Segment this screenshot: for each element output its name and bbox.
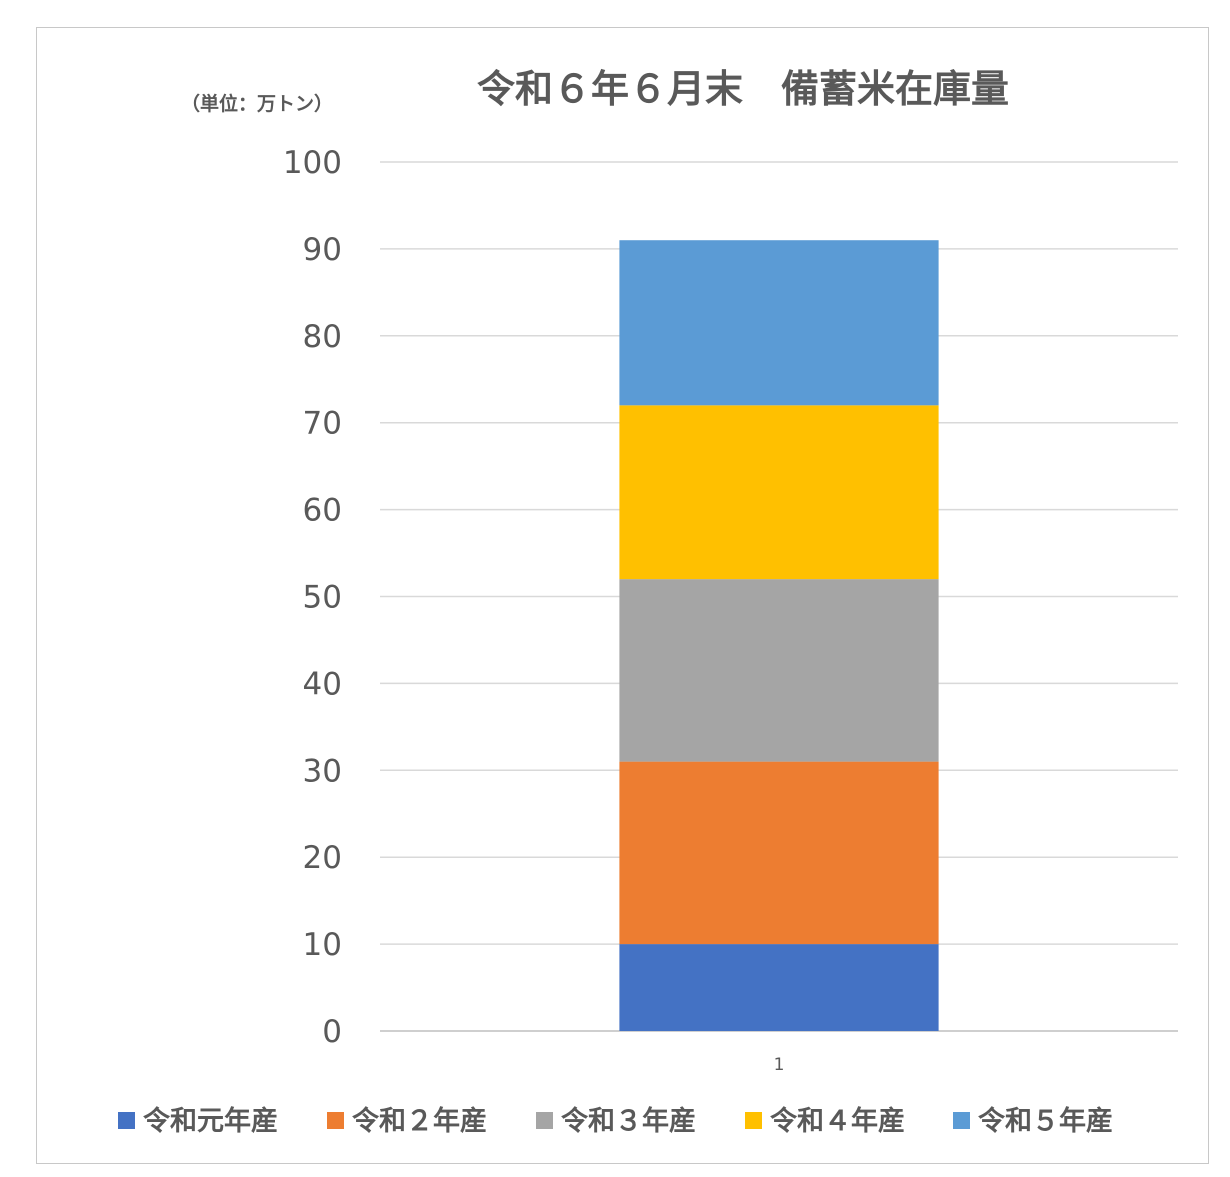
y-tick-label: 40 [303,666,342,702]
bar-segments [619,240,939,1031]
legend-label: 令和４年産 [770,1105,905,1137]
y-tick-label: 50 [303,580,342,616]
y-tick-label: 100 [283,145,342,181]
y-tick-label: 30 [303,753,342,789]
legend-swatch [118,1112,135,1129]
y-tick-label: 20 [303,840,342,876]
y-tick-label: 0 [322,1014,342,1050]
y-tick-label: 70 [303,406,342,442]
chart-frame [36,27,1209,1164]
y-tick-label: 10 [303,927,342,963]
legend: 令和元年産 令和２年産 令和３年産 令和４年産 令和５年産 [118,1105,1113,1137]
legend-swatch [327,1112,344,1129]
legend-swatch [536,1112,553,1129]
y-tick-label: 60 [303,493,342,529]
y-axis-ticks: 0 10 20 30 40 50 60 70 80 90 100 [283,145,342,1050]
bar-segment [619,405,939,580]
bar-segment [619,579,939,762]
x-category-label: 1 [774,1055,785,1075]
y-tick-label: 80 [303,319,342,355]
y-tick-label: 90 [303,232,342,268]
legend-swatch [953,1112,970,1129]
bar-segment [619,761,939,945]
legend-label: 令和２年産 [352,1105,487,1137]
unit-label: （単位：万トン） [181,92,333,115]
legend-label: 令和５年産 [978,1105,1113,1137]
legend-swatch [745,1112,762,1129]
chart-title: 令和６年６月末 備蓄米在庫量 [477,67,1009,111]
bar-segment [619,240,939,406]
legend-label: 令和元年産 [143,1105,278,1137]
legend-label: 令和３年産 [561,1105,696,1137]
x-axis-categories: 1 [774,1055,785,1075]
bar-segment [619,944,939,1031]
